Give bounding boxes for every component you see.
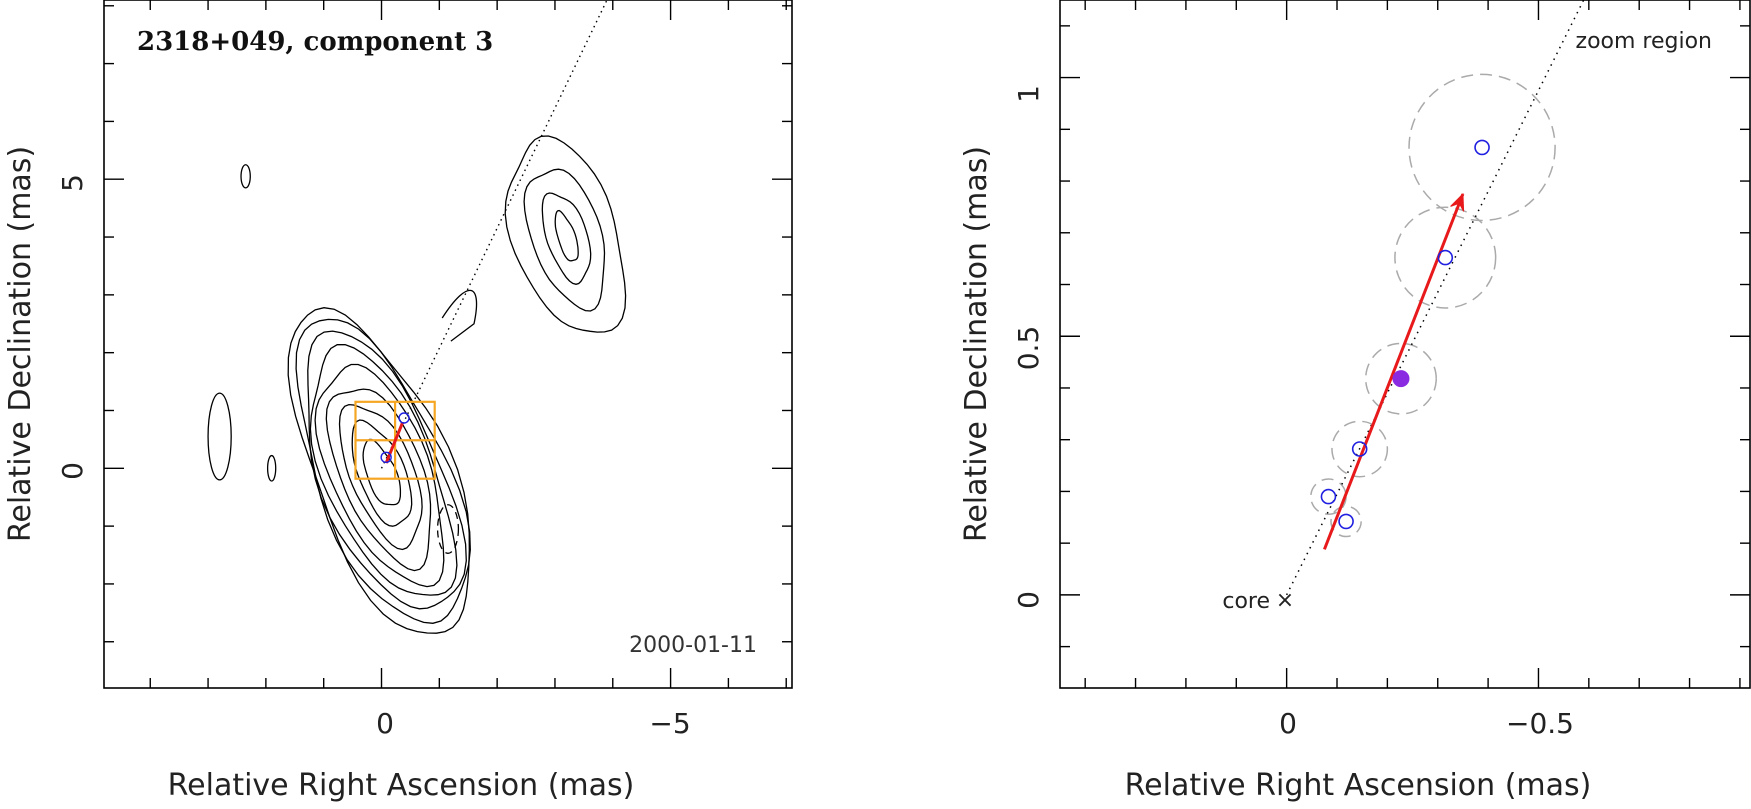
right-y-tick-label-2: 1 (1012, 85, 1045, 103)
component-marker (1320, 488, 1337, 505)
right-y-tick-label-1: 0.5 (1012, 326, 1045, 371)
right-y-axis-title: Relative Declination (mas) (959, 146, 994, 542)
small-contour-0 (207, 392, 232, 481)
component-marker (1474, 139, 1490, 156)
right-plot-area (1285, 0, 1585, 596)
right-x-tick-label-1: −0.5 (1506, 707, 1574, 740)
core-contour-7 (295, 318, 471, 624)
left-chart-title: 2318+049, component 3 (137, 27, 493, 57)
component-size-circle (1364, 342, 1437, 415)
jet-contour-1 (541, 192, 592, 285)
jet-contour-2 (523, 168, 606, 312)
mean-position-marker (1392, 370, 1410, 388)
bridge-contour (441, 289, 478, 342)
core-contour-2 (338, 403, 423, 551)
left-plot-area (207, 0, 627, 634)
jet-axis-line (380, 0, 608, 469)
left-axes (103, 0, 793, 689)
right-jet-axis-line (1285, 0, 1585, 596)
right-axes (1059, 0, 1751, 689)
right-panel: zoom region core × 0 −0.5 0 0.5 1 Relati… (959, 0, 1751, 803)
left-component-marker (380, 451, 392, 464)
small-contour-2 (240, 164, 251, 189)
core-contour-3 (325, 388, 432, 572)
core-contour-8 (287, 307, 470, 634)
left-y-tick-label-1: 5 (56, 174, 89, 192)
epoch-label: 2000-01-11 (629, 633, 757, 658)
right-arrow-head (1450, 192, 1465, 212)
left-component-marker (398, 412, 410, 424)
component-size-circle (1331, 420, 1389, 478)
left-y-axis-title: Relative Declination (mas) (3, 146, 38, 542)
core-contour-5 (309, 343, 458, 596)
left-x-tick-label-0: 0 (376, 707, 394, 740)
right-y-tick-label-0: 0 (1012, 591, 1045, 609)
small-contour-1 (266, 454, 277, 482)
component-marker (1437, 249, 1454, 266)
left-panel: 2318+049, component 3 2000-01-11 0 −5 0 … (3, 0, 793, 803)
left-y-tick-label-0: 0 (56, 462, 89, 480)
jet-contour-3 (504, 135, 627, 333)
component-marker (1338, 513, 1354, 530)
left-x-axis-title: Relative Right Ascension (mas) (168, 768, 635, 803)
jet-contour-0 (554, 209, 579, 262)
right-x-tick-label-0: 0 (1279, 707, 1297, 740)
core-contour-4 (314, 363, 445, 588)
right-x-axis-title: Relative Right Ascension (mas) (1125, 768, 1592, 803)
component-size-circle (1408, 73, 1556, 222)
left-motion-arrow (384, 422, 404, 464)
component-size-circle (1330, 505, 1362, 538)
zoom-region-label: zoom region (1576, 29, 1712, 54)
left-x-tick-label-1: −5 (649, 707, 690, 740)
core-contour-1 (351, 419, 413, 527)
negative-contour-0 (436, 504, 460, 554)
right-frame (1059, 0, 1751, 689)
core-label: core (1222, 589, 1270, 614)
component-marker (1351, 441, 1368, 457)
right-motion-arrow (1323, 193, 1465, 550)
core-marker: × (1276, 588, 1294, 613)
left-frame (103, 0, 793, 689)
component-size-circle (1394, 206, 1497, 309)
